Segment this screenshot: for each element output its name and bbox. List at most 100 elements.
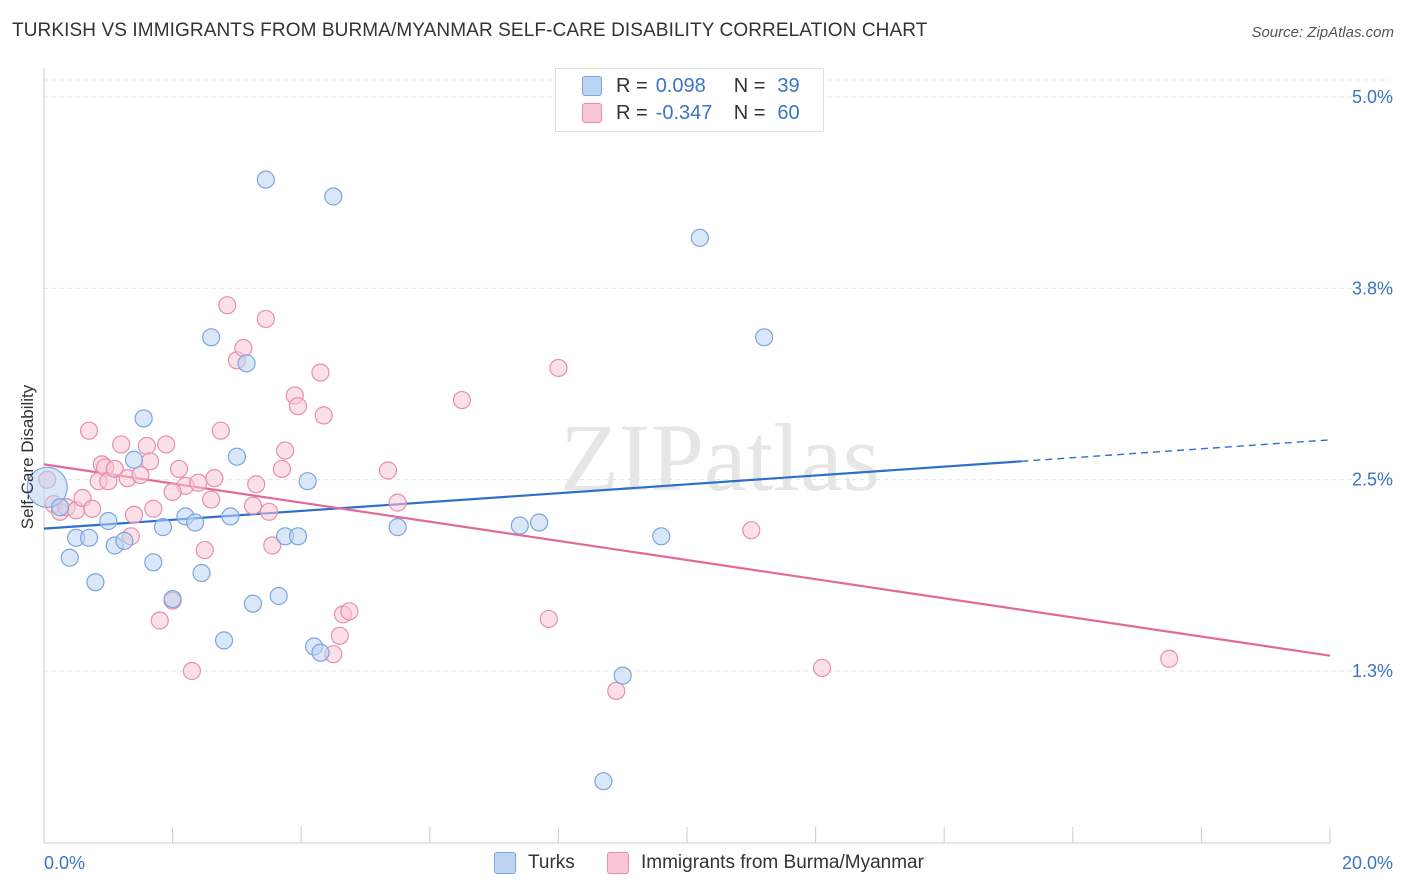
burma-point: [340, 602, 359, 621]
y-tick-label: 3.8%: [1352, 278, 1393, 298]
burma-legend-label: Immigrants from Burma/Myanmar: [641, 852, 924, 873]
turks-point: [26, 466, 68, 508]
turks-point: [163, 589, 182, 609]
burma-point: [539, 609, 558, 629]
data-points: [26, 170, 1179, 791]
tick-labels: 1.3% 2.5% 3.8% 5.0% 0.0% 20.0%: [44, 87, 1393, 873]
burma-point: [378, 461, 398, 480]
turks-legend-swatch-icon: [494, 852, 516, 874]
burma-point: [189, 473, 208, 492]
burma-point: [388, 493, 407, 512]
y-tick-label: 5.0%: [1352, 87, 1393, 107]
turks-point: [86, 573, 105, 592]
burma-point: [263, 536, 282, 555]
burma-point: [272, 459, 292, 479]
turks-point: [324, 187, 343, 206]
turks-n-label: N =: [733, 74, 766, 97]
burma-point: [83, 499, 102, 518]
x-tick-label: 0.0%: [44, 853, 85, 873]
turks-point: [690, 228, 709, 247]
burma-point: [150, 611, 169, 630]
turks-point: [530, 513, 549, 532]
axes: [43, 68, 1331, 844]
chart-title: TURKISH VS IMMIGRANTS FROM BURMA/MYANMAR…: [12, 20, 928, 41]
burma-point: [112, 435, 131, 454]
burma-point: [607, 681, 626, 700]
legend-item-burma: Immigrants from Burma/Myanmar: [607, 852, 924, 874]
burma-point: [256, 309, 275, 329]
burma-point: [202, 490, 221, 509]
burma-point: [314, 406, 333, 425]
turks-n-value: 39: [777, 74, 800, 97]
burma-point: [144, 499, 163, 518]
burma-n-value: 60: [777, 101, 800, 124]
turks-r-label: R =: [616, 74, 648, 97]
burma-point: [247, 475, 266, 494]
turks-point: [99, 511, 118, 531]
series-legend: Turks Immigrants from Burma/Myanmar: [0, 852, 1406, 878]
turks-point: [50, 498, 70, 517]
burma-point: [234, 338, 253, 358]
x-tick-label: 20.0%: [1342, 853, 1393, 873]
burma-r-value: -0.347: [655, 101, 713, 124]
burma-point: [243, 496, 263, 515]
turks-point: [256, 170, 275, 189]
turks-point: [311, 643, 330, 662]
turks-point: [388, 518, 407, 537]
turks-point: [144, 553, 163, 572]
burma-point: [169, 459, 189, 479]
turks-swatch-icon: [582, 76, 602, 96]
burma-swatch-icon: [582, 103, 602, 123]
burma-point: [131, 465, 150, 485]
burma-point: [311, 363, 330, 382]
turks-point: [202, 328, 221, 347]
burma-point: [742, 521, 761, 540]
burma-point: [288, 397, 308, 416]
turks-point: [186, 513, 205, 532]
burma-point: [182, 661, 201, 681]
y-tick-label: 1.3%: [1352, 661, 1393, 681]
burma-point: [549, 358, 568, 378]
stats-legend: R = 0.098 N = 39 R = -0.347 N = 60: [555, 68, 824, 132]
burma-point: [259, 502, 279, 521]
turks-r-value: 0.098: [655, 74, 706, 97]
turks-point: [594, 772, 613, 791]
trend-lines: [43, 439, 1331, 657]
y-axis-label: Self-Care Disability: [18, 384, 37, 529]
turks-point: [153, 518, 173, 537]
watermark: ZIPatlas: [560, 404, 880, 511]
turks-point: [221, 507, 240, 526]
turks-point: [237, 354, 256, 373]
y-tick-label: 2.5%: [1352, 470, 1393, 490]
burma-r-label: R =: [616, 101, 648, 124]
turks-legend-label: Turks: [528, 852, 575, 873]
turks-point: [79, 528, 99, 547]
burma-legend-swatch-icon: [607, 852, 629, 874]
burma-point: [195, 540, 214, 560]
burma-point: [124, 505, 144, 524]
burma-point: [218, 296, 237, 315]
burma-point: [163, 482, 182, 502]
source-label: Source: ZipAtlas.com: [1251, 24, 1394, 41]
legend-row-turks: R = 0.098 N = 39: [582, 73, 800, 99]
burma-point: [205, 469, 224, 488]
turks-trend-line: [43, 460, 1022, 530]
grid-lines: [44, 79, 1390, 672]
legend-item-turks: Turks: [494, 852, 575, 874]
burma-trend-line: [43, 463, 1331, 657]
turks-point: [755, 328, 774, 347]
turks-point: [227, 447, 246, 466]
turks-trend-extension: [1021, 439, 1331, 462]
burma-point: [276, 441, 295, 460]
turks-point: [134, 409, 153, 428]
burma-point: [211, 421, 230, 440]
turks-point: [613, 666, 632, 685]
turks-point: [288, 527, 308, 546]
turks-point: [298, 472, 317, 491]
turks-point: [115, 531, 134, 550]
burma-point: [452, 390, 472, 410]
turks-point: [243, 594, 263, 613]
burma-point: [157, 435, 176, 454]
burma-point: [812, 658, 832, 678]
